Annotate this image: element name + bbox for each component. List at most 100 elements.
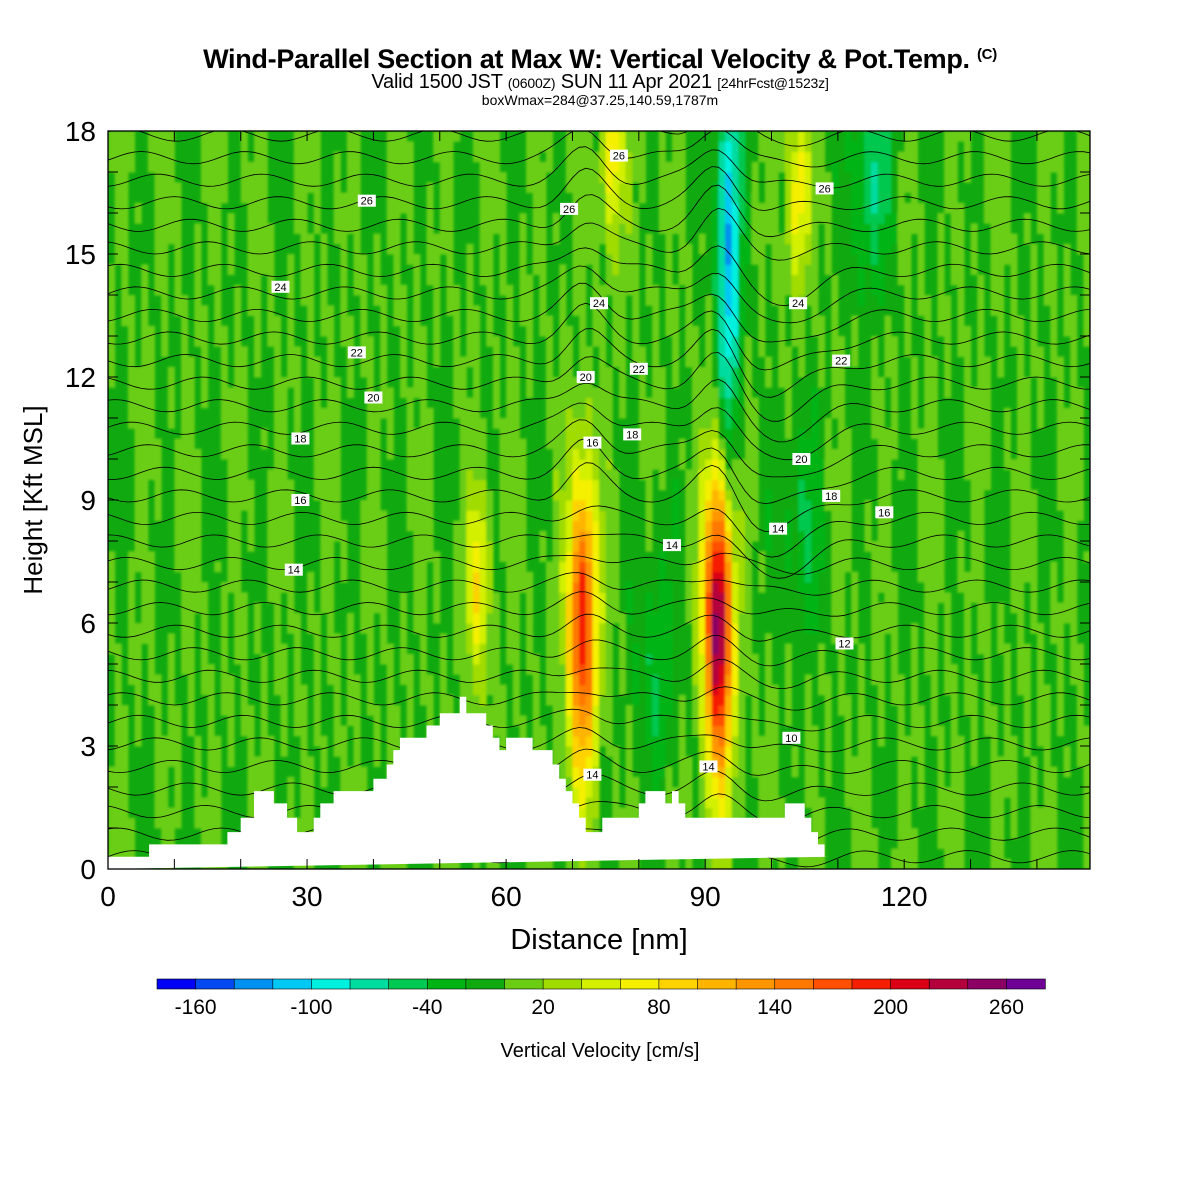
w-cell [632, 694, 640, 706]
w-cell [625, 151, 633, 163]
w-cell [486, 223, 494, 235]
w-cell [313, 664, 321, 675]
w-cell [897, 776, 905, 788]
w-cell [287, 336, 295, 347]
w-cell [711, 582, 720, 593]
w-cell [499, 192, 507, 204]
w-cell [857, 705, 866, 716]
w-cell [313, 418, 321, 429]
w-cell [207, 735, 215, 747]
w-cell [161, 787, 169, 798]
w-cell [267, 500, 275, 511]
w-cell [579, 858, 587, 869]
w-cell [227, 418, 235, 429]
vertical-velocity-field [108, 131, 1090, 869]
valid-utc: (0600Z) [507, 75, 556, 91]
w-cell [877, 274, 885, 286]
w-cell [579, 653, 587, 665]
w-cell [161, 336, 169, 347]
w-cell [386, 418, 394, 429]
w-cell [360, 561, 368, 573]
w-cell [373, 448, 381, 460]
w-cell [194, 551, 202, 563]
w-cell [930, 602, 938, 614]
w-cell [738, 377, 746, 388]
w-cell [280, 418, 288, 429]
w-cell [346, 633, 355, 645]
w-cell [154, 213, 162, 224]
w-cell [240, 161, 248, 173]
w-cell [817, 828, 826, 839]
w-cell [877, 438, 885, 450]
w-cell [313, 366, 321, 378]
w-cell [459, 541, 467, 552]
w-cell [897, 694, 905, 706]
w-cell [207, 766, 215, 778]
w-cell [718, 787, 726, 798]
w-cell [798, 213, 806, 224]
w-cell [506, 582, 514, 593]
w-cell [831, 623, 839, 634]
w-cell [426, 192, 434, 204]
w-cell [134, 387, 142, 399]
w-cell [705, 694, 713, 706]
w-cell [811, 459, 819, 470]
w-cell [545, 407, 554, 419]
w-cell [313, 182, 321, 194]
w-cell [698, 705, 706, 716]
w-cell [287, 571, 295, 583]
w-cell [114, 643, 122, 655]
w-cell [778, 243, 786, 255]
w-cell [114, 848, 122, 860]
w-cell [791, 182, 799, 194]
w-cell [678, 131, 686, 142]
w-cell [506, 571, 514, 583]
w-cell [917, 500, 925, 511]
w-cell [373, 561, 381, 573]
w-cell [778, 325, 786, 337]
w-cell [857, 664, 866, 675]
w-cell [585, 858, 593, 869]
w-cell [904, 305, 912, 317]
w-cell [612, 284, 620, 296]
w-cell [632, 787, 640, 798]
w-cell [877, 377, 885, 388]
w-cell [877, 213, 885, 224]
w-cell [731, 756, 739, 768]
w-cell [273, 623, 282, 634]
w-cell [579, 161, 587, 173]
w-cell [207, 274, 215, 286]
w-cell [486, 192, 494, 204]
w-cell [904, 213, 912, 224]
w-cell [234, 428, 242, 440]
w-cell [333, 653, 341, 665]
w-cell [326, 541, 335, 552]
w-cell [346, 325, 355, 337]
w-cell [253, 202, 262, 214]
w-cell [625, 233, 633, 245]
w-cell [187, 500, 195, 511]
w-cell [698, 725, 706, 737]
w-cell [565, 735, 574, 747]
w-cell [439, 243, 447, 255]
w-cell [618, 807, 627, 819]
w-cell [705, 387, 713, 399]
w-cell [539, 735, 547, 747]
w-cell [466, 653, 474, 665]
w-cell [851, 315, 859, 327]
w-cell [851, 787, 859, 798]
w-cell [426, 705, 434, 716]
w-cell [386, 202, 394, 214]
w-cell [260, 243, 268, 255]
w-cell [764, 510, 773, 522]
w-cell [864, 807, 872, 819]
w-cell [764, 541, 773, 552]
w-cell [413, 582, 421, 593]
w-cell [744, 479, 753, 491]
w-cell [180, 346, 189, 358]
w-cell [147, 325, 156, 337]
w-cell [612, 213, 620, 224]
w-cell [552, 715, 560, 727]
w-cell [472, 479, 481, 491]
w-cell [871, 561, 879, 573]
